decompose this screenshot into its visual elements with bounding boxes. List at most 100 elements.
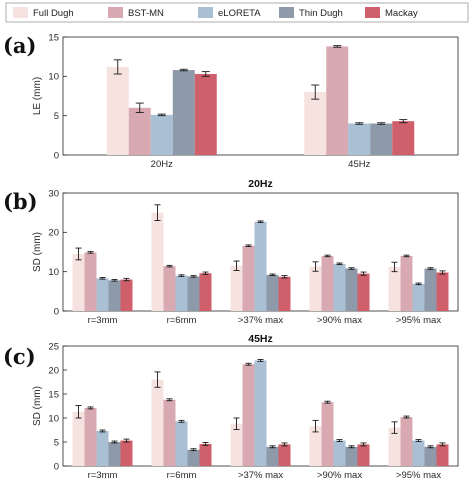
bar <box>151 379 164 466</box>
y-tick-label: 20 <box>48 228 59 239</box>
bar <box>436 272 449 311</box>
bar <box>278 276 291 311</box>
bar <box>84 252 97 311</box>
x-tick-label: 20Hz <box>151 159 173 170</box>
bar <box>392 121 415 155</box>
bar <box>326 46 349 155</box>
y-tick-label: 0 <box>54 306 59 317</box>
x-tick-label: r=3mm <box>88 470 118 481</box>
bar <box>345 446 358 466</box>
y-tick-label: 10 <box>48 413 59 424</box>
legend-swatch <box>13 7 28 18</box>
y-tick-label: 15 <box>48 32 59 43</box>
bar <box>370 123 393 155</box>
bar <box>333 263 346 311</box>
bar <box>254 360 267 466</box>
y-tick-label: 5 <box>54 111 59 122</box>
bar <box>348 123 371 155</box>
bar <box>424 446 437 466</box>
bar <box>388 427 401 466</box>
legend-label: Mackay <box>385 8 418 19</box>
y-axis-label: SD (mm) <box>32 386 43 426</box>
bar <box>424 268 437 311</box>
chart-panel: (c) 45Hz SD (mm) 0 5 10 15 20 25 r=3mm r=6mm >37% m… <box>3 333 459 481</box>
bar <box>357 273 370 311</box>
bar <box>175 421 188 466</box>
bar <box>150 114 173 155</box>
chart-title: 20Hz <box>248 178 273 190</box>
y-tick-label: 0 <box>54 461 59 472</box>
x-tick-label: r=3mm <box>88 315 118 326</box>
bar <box>151 212 164 311</box>
x-tick-label: >95% max <box>396 315 441 326</box>
chart-panel: (b) 20Hz SD (mm) 0 10 20 30 r=3mm r=6mm >37% max >… <box>3 178 459 326</box>
y-axis-label: SD (mm) <box>32 232 43 272</box>
bar <box>96 278 109 311</box>
bar <box>199 273 212 311</box>
bar <box>321 255 334 311</box>
bar <box>242 364 255 466</box>
bar <box>309 266 322 311</box>
y-tick-label: 10 <box>48 267 59 278</box>
bar <box>304 92 327 155</box>
y-tick-label: 25 <box>48 341 59 352</box>
bar <box>96 430 109 466</box>
legend-swatch <box>198 7 213 18</box>
bar <box>108 280 121 311</box>
legend-label: Full Dugh <box>33 8 74 19</box>
bar <box>199 443 212 466</box>
legend-label: eLORETA <box>218 8 261 19</box>
bar <box>345 268 358 311</box>
bar <box>120 440 133 466</box>
bar <box>412 283 425 311</box>
bar <box>412 440 425 466</box>
x-tick-label: r=6mm <box>167 470 197 481</box>
bar <box>108 442 121 466</box>
legend-swatch <box>279 7 294 18</box>
bar <box>230 423 243 466</box>
bar <box>194 73 217 155</box>
bar <box>266 274 279 311</box>
bar <box>230 265 243 311</box>
y-tick-label: 15 <box>48 389 59 400</box>
bar <box>242 245 255 311</box>
y-tick-label: 5 <box>54 437 59 448</box>
bar <box>333 440 346 466</box>
bar <box>400 255 413 311</box>
bar <box>128 107 151 155</box>
bar <box>254 221 267 311</box>
panel-label: (a) <box>3 33 36 58</box>
bar <box>120 279 133 311</box>
bar <box>163 399 176 466</box>
bar <box>187 449 200 466</box>
bar <box>278 444 291 466</box>
bar <box>436 444 449 466</box>
chart-panels: (a) LE (mm) 0 5 10 15 20Hz 45Hz (b) 20Hz SD (mm) 0 1… <box>3 32 459 481</box>
axes-box <box>62 36 459 156</box>
x-tick-label: r=6mm <box>167 315 197 326</box>
chart-title: 45Hz <box>248 333 273 345</box>
bar <box>72 253 85 311</box>
chart-panel: (a) LE (mm) 0 5 10 15 20Hz 45Hz <box>3 32 459 170</box>
panel-label: (b) <box>3 189 38 214</box>
y-axis-label: LE (mm) <box>32 77 43 115</box>
bar <box>357 444 370 466</box>
bar <box>106 66 129 155</box>
x-tick-label: >90% max <box>317 315 362 326</box>
y-tick-label: 10 <box>48 72 59 83</box>
bar <box>175 275 188 311</box>
x-tick-label: >37% max <box>238 470 283 481</box>
bar <box>84 407 97 466</box>
x-tick-label: >95% max <box>396 470 441 481</box>
y-tick-label: 20 <box>48 365 59 376</box>
x-tick-label: 45Hz <box>348 159 370 170</box>
bar <box>388 266 401 311</box>
bar <box>309 426 322 466</box>
x-tick-label: >37% max <box>238 315 283 326</box>
bar <box>72 411 85 466</box>
x-tick-label: >90% max <box>317 470 362 481</box>
legend-label: Thin Dugh <box>299 8 343 19</box>
legend-label: BST-MN <box>128 8 164 19</box>
bar <box>400 417 413 466</box>
